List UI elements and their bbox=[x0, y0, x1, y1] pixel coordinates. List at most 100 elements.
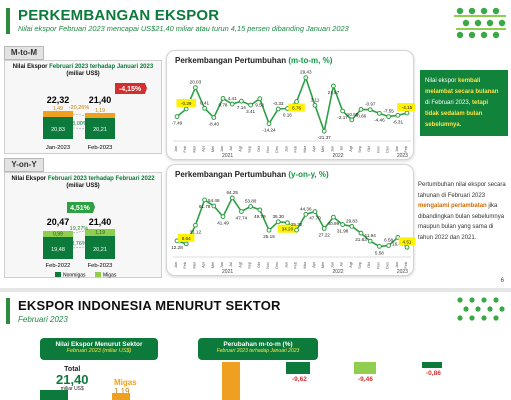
data-point bbox=[202, 105, 207, 111]
x-tick-label: Jun bbox=[220, 146, 224, 152]
data-label: 5.58 bbox=[375, 250, 384, 255]
migas-bar bbox=[112, 393, 130, 400]
year-label: 2023 bbox=[397, 153, 408, 159]
x-tick-label: Jan bbox=[395, 146, 399, 152]
bps-logo-icon bbox=[454, 7, 506, 39]
migas-value-block: Migas 1,19 bbox=[114, 378, 137, 396]
m-to-m-migas-change: -20,26% bbox=[69, 105, 90, 111]
data-label: -0.33 bbox=[273, 101, 284, 106]
data-point bbox=[229, 101, 235, 107]
title-accent-bar bbox=[6, 8, 10, 34]
x-tick-label: Mar bbox=[192, 261, 196, 268]
data-label: 9.51 bbox=[255, 103, 264, 108]
data-label: -0.66 bbox=[356, 113, 367, 118]
data-label: 44.36 bbox=[300, 206, 312, 211]
tab-y-on-y[interactable]: Y-on-Y bbox=[4, 158, 44, 172]
data-label-highlight bbox=[178, 233, 195, 242]
x-tick-label: Mar bbox=[303, 145, 307, 152]
jan2023-migas-label: 1,49 bbox=[53, 106, 63, 112]
data-point bbox=[312, 103, 318, 108]
change-bar-2 bbox=[286, 362, 310, 374]
data-label: 47.70 bbox=[309, 216, 321, 221]
feb2022-nonmigas-label: 19,48 bbox=[51, 247, 65, 253]
data-label: 31.12 bbox=[190, 229, 202, 234]
data-label: 0.41 bbox=[200, 100, 209, 105]
sector-value-title: Nilai Ekspor Menurut Sektor bbox=[55, 341, 143, 348]
data-point bbox=[211, 203, 217, 209]
data-label: -0.29 bbox=[181, 101, 192, 106]
chart-title-text: Perkembangan Pertumbuhan bbox=[175, 170, 289, 179]
data-point bbox=[367, 238, 373, 244]
m-to-m-note: Nilai ekspor kembali melambat secara bul… bbox=[420, 70, 508, 136]
data-label: 41.49 bbox=[217, 221, 229, 226]
data-label: 40.99 bbox=[328, 221, 340, 226]
data-point bbox=[257, 207, 263, 213]
x-tick-label: Jul bbox=[340, 262, 344, 267]
migas-label: Migas bbox=[114, 378, 137, 387]
data-point bbox=[377, 110, 382, 116]
legend-migas-swatch bbox=[95, 272, 101, 277]
x-tick-label: Feb bbox=[183, 262, 187, 269]
data-label: 25.16 bbox=[263, 234, 275, 239]
data-point bbox=[220, 214, 226, 220]
m-to-m-panel: Nilai Ekspor Februari 2023 terhadap Janu… bbox=[4, 60, 162, 154]
m-to-m-badge-text: -4,15% bbox=[119, 86, 142, 93]
year-label: 2022 bbox=[332, 153, 343, 159]
x-tick-label: Jan bbox=[174, 146, 178, 152]
bar-feb2023-migas bbox=[85, 113, 115, 118]
feb2023-nonmigas-label: 20,21 bbox=[93, 247, 107, 253]
x-tick-label: Apr bbox=[312, 261, 316, 268]
data-point bbox=[294, 99, 300, 104]
data-point bbox=[266, 121, 272, 127]
feb2023-axis-label: Feb-2023 bbox=[88, 263, 113, 269]
feb2023-axis-label: Feb-2023 bbox=[88, 145, 113, 151]
x-tick-label: Mar bbox=[192, 145, 196, 152]
slide2-subtitle: Februari 2023 bbox=[18, 315, 68, 324]
slide-ekspor-menurut-sektor: EKSPOR INDONESIA MENURUT SEKTOR Februari… bbox=[0, 292, 511, 400]
slide-perkembangan-ekspor: PERKEMBANGAN EKSPOR Nilai ekspor Februar… bbox=[0, 0, 511, 288]
x-tick-label: Feb bbox=[404, 262, 408, 269]
bar-feb2022-nonmigas bbox=[43, 237, 73, 259]
data-label: 3.11 bbox=[311, 97, 320, 102]
data-point bbox=[183, 241, 189, 247]
data-label: 20.03 bbox=[190, 80, 202, 85]
bar-feb2022-migas bbox=[43, 231, 73, 237]
data-label: 27.22 bbox=[318, 232, 330, 237]
y-on-y-nonmigas-change: 3,76% bbox=[71, 241, 87, 247]
x-tick-label: Apr bbox=[202, 261, 206, 268]
data-label: 6.58 bbox=[384, 238, 393, 243]
data-label: 61.76 bbox=[199, 204, 211, 209]
x-tick-label: Nov bbox=[266, 262, 270, 269]
data-point bbox=[395, 112, 401, 118]
data-label: 4.51 bbox=[403, 239, 412, 244]
x-tick-label: Mei bbox=[211, 146, 215, 152]
data-point bbox=[367, 107, 373, 113]
y-on-y-line-chart: 12.28 Jan 8.64 Feb 31.12 Mar 61.76 Apr 54.46 Mei 4… bbox=[171, 190, 415, 275]
feb2023-total-label: 21,40 bbox=[89, 217, 112, 227]
sector-bar-left bbox=[40, 390, 68, 400]
tab-m-to-m[interactable]: M-to-M bbox=[4, 46, 44, 60]
sector-value-header: Nilai Ekspor Menurut Sektor Februari 202… bbox=[40, 338, 158, 360]
note-text: jika dibandingkan bulan sebelumnya maupu… bbox=[418, 203, 505, 241]
x-tick-label: Jun bbox=[330, 262, 334, 268]
data-label: -0.97 bbox=[365, 102, 376, 107]
x-tick-label: Agt bbox=[349, 261, 353, 268]
page-number: 6 bbox=[500, 278, 504, 284]
data-label: -10.58 bbox=[345, 112, 358, 117]
x-tick-label: Jan bbox=[284, 262, 288, 268]
data-label: 47.74 bbox=[236, 216, 248, 221]
data-label: 21.57 bbox=[328, 90, 340, 95]
data-label-highlight bbox=[288, 103, 305, 112]
data-label: 12.28 bbox=[171, 245, 183, 250]
chart-title-unit: (y-on-y, %) bbox=[288, 170, 329, 179]
change-subtitle: Februari 2023 terhadap Januari 2023 bbox=[216, 348, 300, 354]
panel-title-text: Nilai Ekspor bbox=[11, 176, 47, 182]
data-label: 4.41 bbox=[228, 96, 237, 101]
data-label: 64.25 bbox=[226, 190, 238, 195]
bar-feb2023-nonmigas bbox=[85, 118, 115, 139]
x-tick-label: Agt bbox=[238, 261, 242, 268]
x-tick-label: Mar bbox=[303, 261, 307, 268]
m-to-m-panel-title: Nilai Ekspor Februari 2023 terhadap Janu… bbox=[5, 64, 161, 78]
y-on-y-badge bbox=[67, 202, 95, 213]
data-point bbox=[349, 223, 355, 229]
